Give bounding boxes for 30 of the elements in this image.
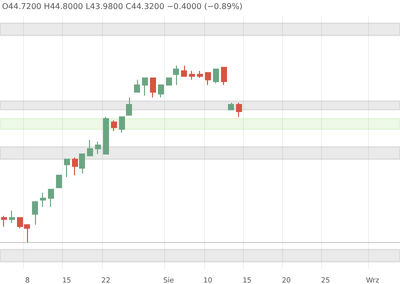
candlestick: [56, 174, 62, 188]
candlestick: [48, 188, 54, 208]
candlestick: [32, 201, 38, 226]
candlestick: [189, 70, 195, 80]
candlestick: [134, 79, 140, 93]
candlestick: [228, 102, 234, 110]
candlestick: [95, 141, 101, 154]
candlestick: [103, 116, 109, 154]
candlestick: [181, 65, 187, 77]
candlestick: [9, 210, 15, 224]
candlestick: [236, 102, 242, 118]
candlestick: [126, 96, 132, 116]
candlestick: [213, 68, 219, 84]
candlestick: [173, 65, 179, 86]
candlestick: [79, 153, 85, 174]
candlestick: [150, 77, 156, 98]
candlestick: [111, 120, 117, 132]
candlestick: [166, 77, 172, 86]
candlestick: [87, 139, 93, 156]
candlestick: [142, 77, 148, 96]
candlestick: [205, 72, 211, 86]
text: O44.7200 H44.8000 L43.9800 C44.3200 −0.4000 (−0.89%): [2, 2, 242, 11]
candlestick: [158, 84, 164, 98]
candlestick: [221, 66, 227, 86]
candlestick: [40, 192, 46, 208]
candlestick: [1, 215, 7, 227]
candlestick: [119, 116, 125, 134]
candlestick: [64, 158, 70, 178]
candlestick: [72, 157, 78, 176]
candlestick: [197, 70, 203, 78]
